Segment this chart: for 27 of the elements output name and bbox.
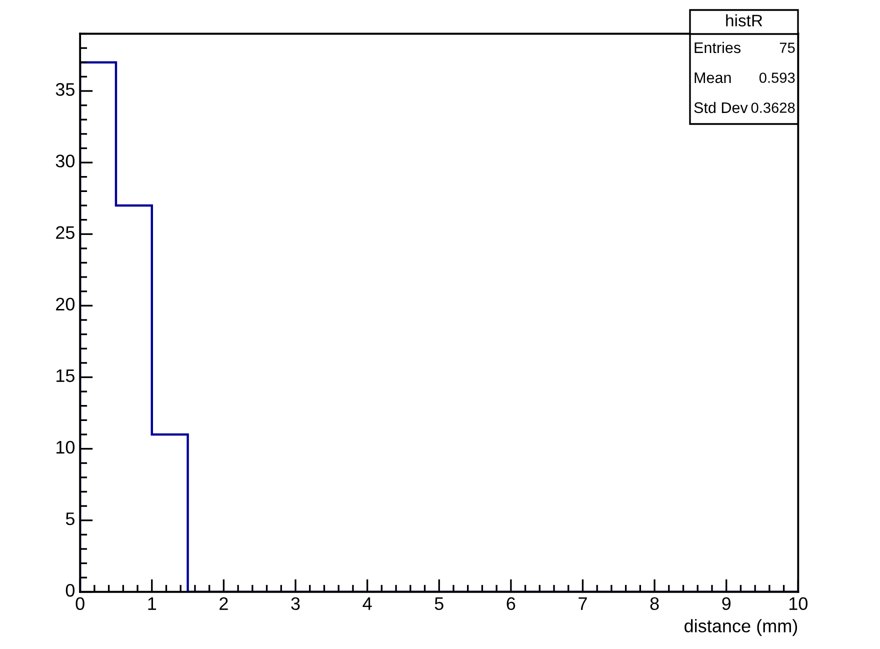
x-tick-label: 6 (506, 597, 516, 610)
y-tick-label: 20 (56, 298, 75, 311)
x-tick-label: 9 (722, 597, 731, 610)
annotation: Entries (694, 42, 741, 54)
x-tick-label: 1 (148, 597, 156, 610)
x-tick-label: 10 (789, 597, 808, 610)
annotation: 75 (780, 42, 795, 53)
y-tick-label: 30 (56, 154, 75, 168)
x-tick-label: 8 (650, 597, 659, 610)
annotation: 0.3628 (751, 102, 795, 113)
y-tick-label: 0 (66, 584, 75, 597)
annotation: Std Dev (694, 102, 748, 114)
x-tick-label: 5 (434, 597, 444, 610)
y-tick-label: 15 (56, 369, 74, 382)
y-tick-label: 10 (56, 440, 75, 454)
y-tick-label: 35 (56, 83, 74, 96)
annotation: 0.593 (759, 72, 795, 83)
chart-title: histR (726, 14, 762, 26)
y-tick-label: 25 (56, 226, 74, 239)
x-tick-label: 0 (76, 597, 84, 610)
x-axis-title: distance (mm) (684, 619, 798, 636)
x-tick-label: 2 (220, 597, 228, 610)
x-tick-label: 4 (362, 597, 372, 610)
x-tick-label: 7 (578, 597, 587, 610)
x-tick-label: 3 (291, 597, 300, 610)
y-tick-label: 5 (66, 512, 74, 526)
annotation: Mean (694, 72, 731, 84)
